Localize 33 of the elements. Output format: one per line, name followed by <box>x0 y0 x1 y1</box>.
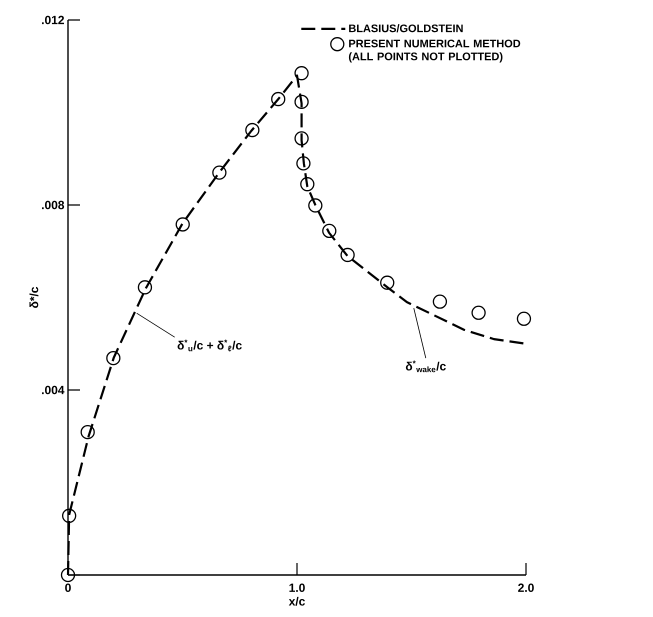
x-tick-label: 2.0 <box>518 584 534 592</box>
point <box>245 122 260 138</box>
point <box>294 131 309 146</box>
x-tick-label: 1.0 <box>289 584 305 592</box>
legend-label: BLASIUS/GOLDSTEIN <box>349 24 463 32</box>
y-tick-label: .004 <box>42 386 64 394</box>
point <box>300 177 314 192</box>
point <box>308 198 322 213</box>
y-tick-label: .012 <box>42 16 64 24</box>
point <box>106 350 120 366</box>
point <box>296 156 311 171</box>
legend-label: PRESENT NUMERICAL METHOD (ALL POINTS NOT PLOTTED) <box>348 40 520 62</box>
x-axis-title: x/c <box>288 596 305 606</box>
annotation: δ$^{*}$$_{wake}$/c <box>406 360 446 372</box>
point <box>294 66 309 80</box>
point <box>294 94 309 110</box>
point <box>212 165 227 180</box>
point <box>62 508 76 523</box>
y-axis-title: δ*/c <box>29 286 38 308</box>
point <box>471 306 486 320</box>
point <box>138 280 152 294</box>
point <box>340 248 355 262</box>
point <box>322 224 336 238</box>
x-tick-label: 0 <box>65 584 71 592</box>
point <box>60 568 76 582</box>
point <box>176 217 190 232</box>
y-tick-label: .008 <box>42 200 64 210</box>
point <box>271 92 286 106</box>
annotation: δ$^{*}$$_{u}$/c + δ$^{*}$$_{ℓ}$/c <box>178 340 242 352</box>
point <box>380 276 394 290</box>
point <box>516 312 532 326</box>
point <box>432 294 448 309</box>
point <box>80 424 95 440</box>
